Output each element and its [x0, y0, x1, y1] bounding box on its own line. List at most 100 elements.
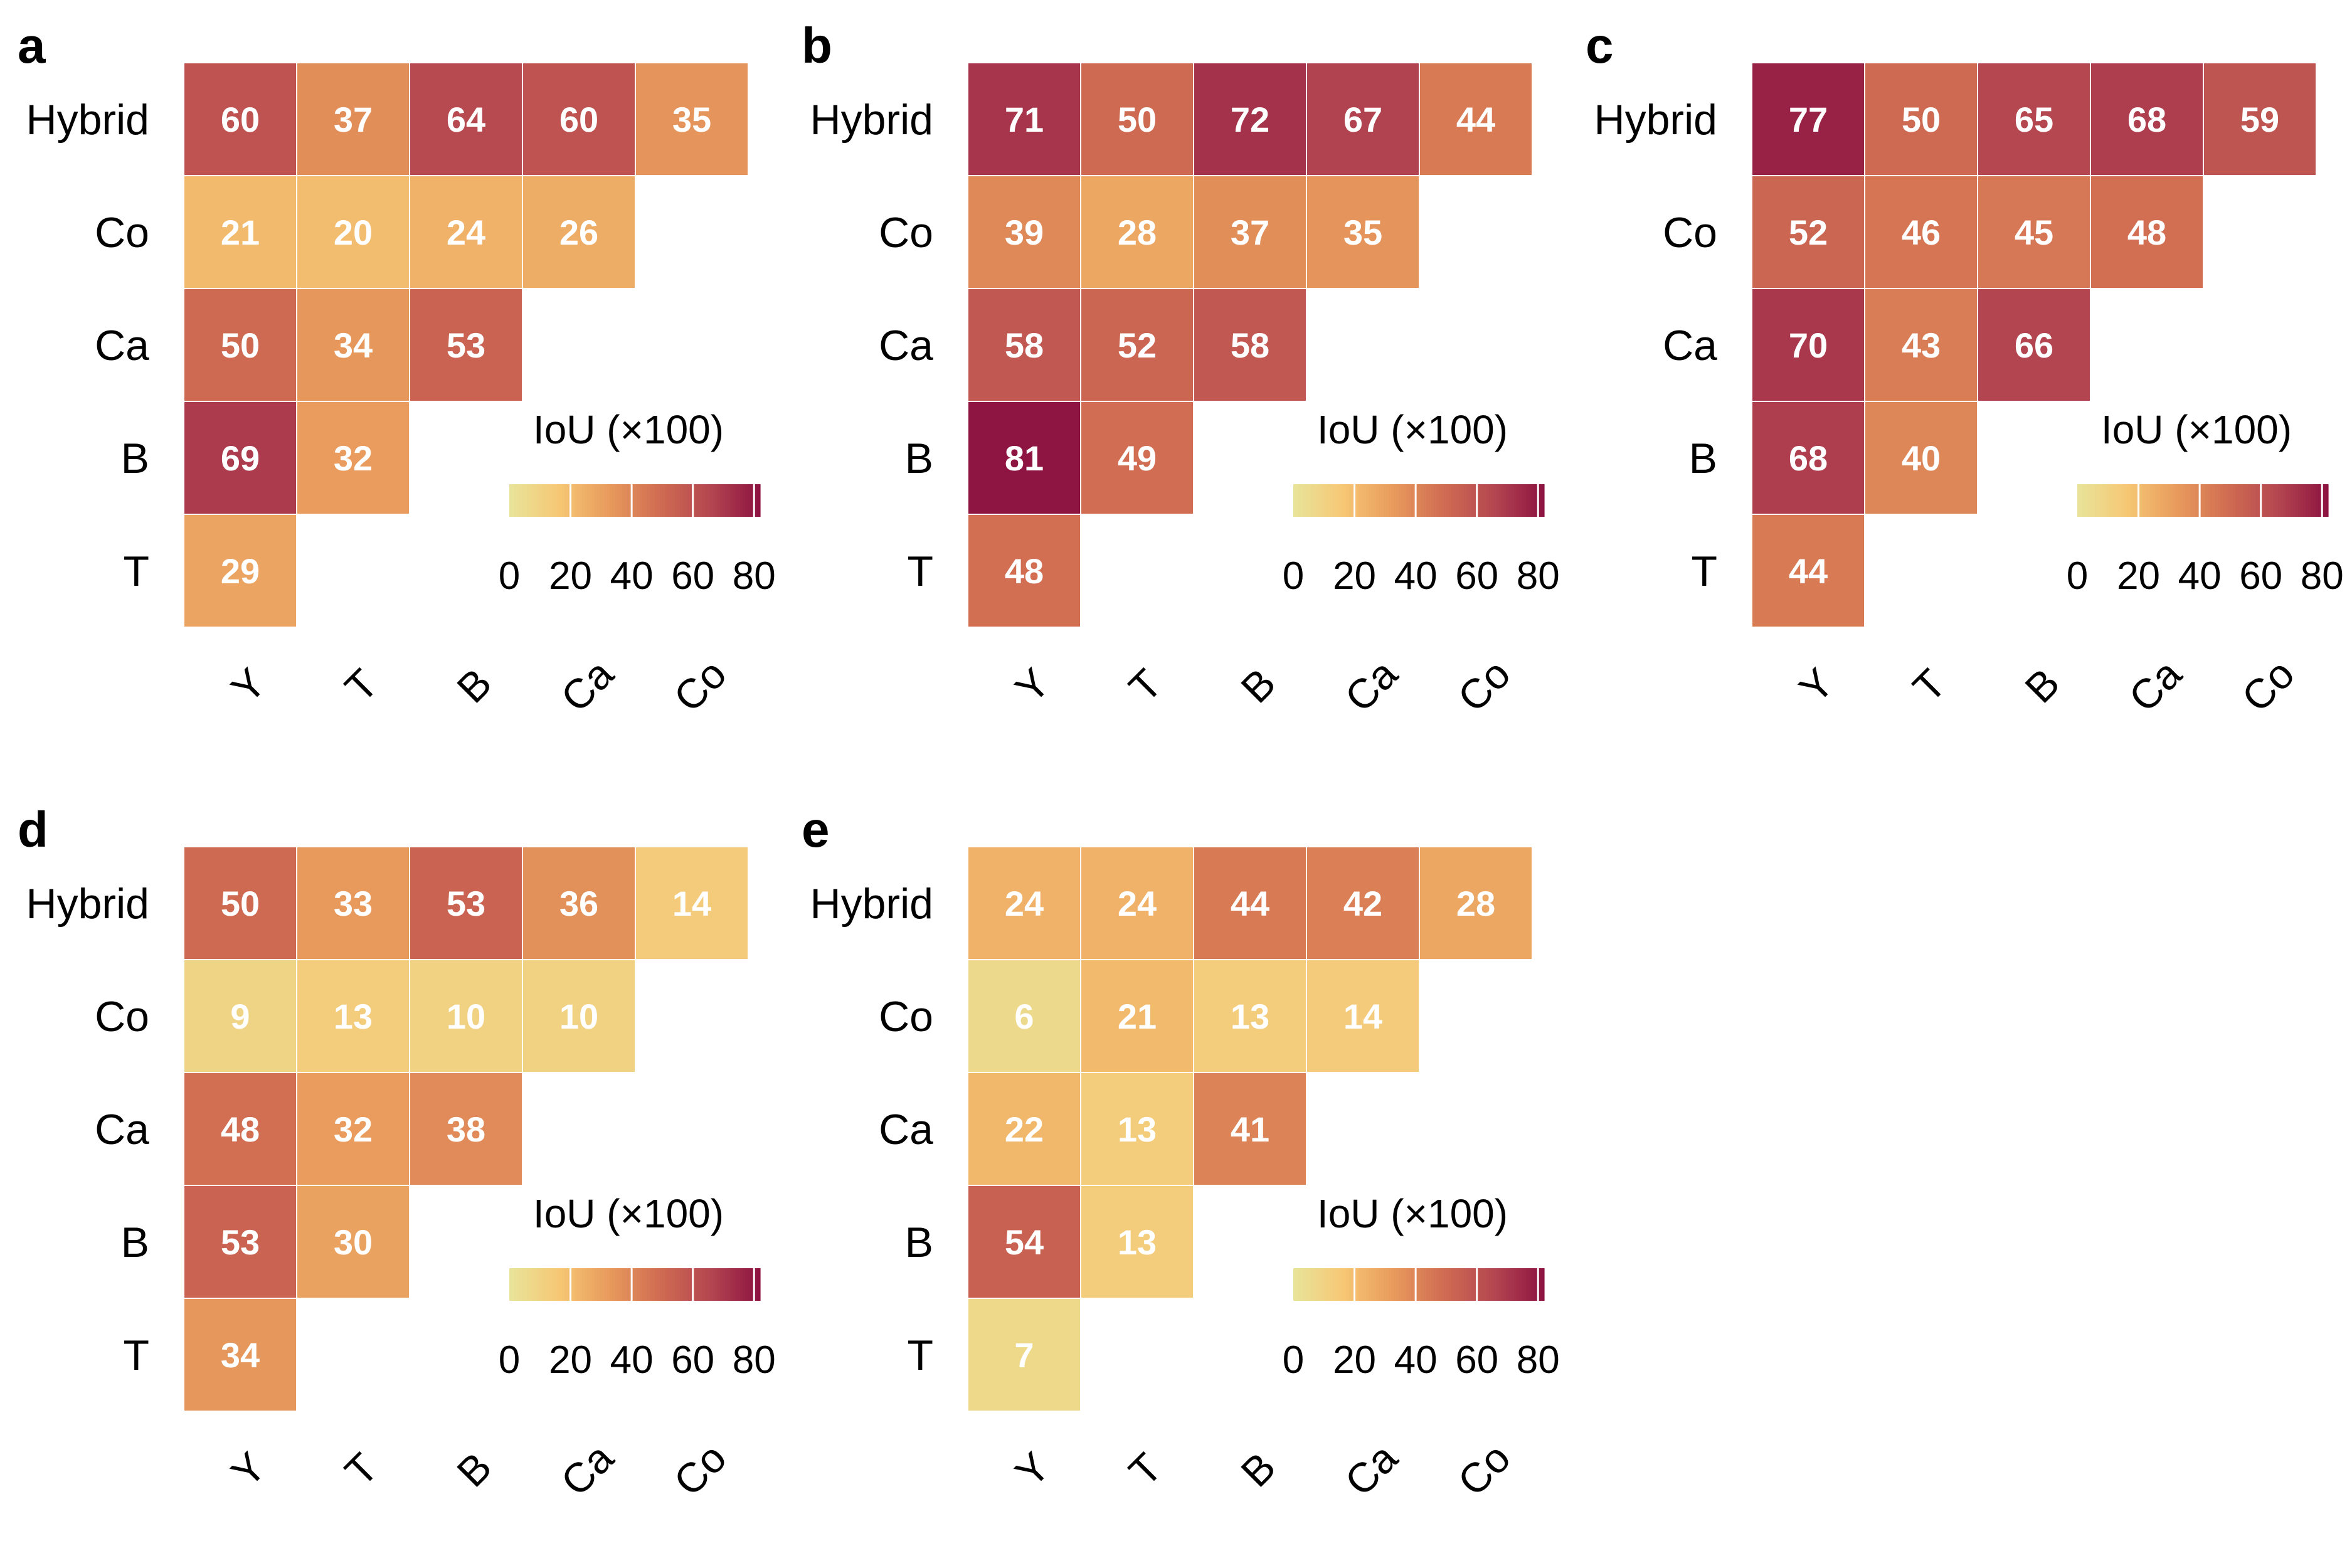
- colorbar-segment: [2306, 484, 2309, 517]
- colorbar-segment: [652, 484, 655, 517]
- colorbar-segment: [697, 484, 701, 517]
- column-label: B: [1232, 659, 1284, 711]
- colorbar-segment: [1451, 484, 1454, 517]
- column-label: Ca: [1336, 650, 1406, 721]
- panel-label: b: [802, 18, 832, 73]
- colorbar-segment: [2296, 484, 2299, 517]
- colorbar-segment: [2245, 484, 2249, 517]
- colorbar-tick-label: 80: [1517, 554, 1560, 598]
- column-label: T: [336, 1444, 386, 1495]
- colorbar-segment: [2228, 484, 2231, 517]
- colorbar-segment: [2148, 484, 2151, 517]
- heatmap-cell: [1080, 846, 1194, 960]
- heatmap-cell: [183, 1072, 297, 1186]
- colorbar-segment: [1341, 484, 1344, 517]
- colorbar-segment: [675, 1268, 678, 1301]
- colorbar-segment: [627, 484, 630, 517]
- colorbar-segment: [1384, 484, 1387, 517]
- colorbar-segment: [635, 1268, 638, 1301]
- cell-value: 28: [1118, 213, 1157, 252]
- colorbar-tick-label: 60: [1455, 554, 1498, 598]
- colorbar-segment: [1416, 484, 1419, 517]
- colorbar-segment: [725, 1268, 728, 1301]
- colorbar-segment: [524, 1268, 527, 1301]
- row-label: T: [123, 1332, 149, 1379]
- colorbar-segment: [1371, 1268, 1374, 1301]
- colorbar-segment: [2090, 484, 2093, 517]
- colorbar-segment: [587, 1268, 590, 1301]
- colorbar-segment: [1386, 484, 1389, 517]
- colorbar-segment: [554, 1268, 558, 1301]
- row-label: Co: [879, 993, 933, 1041]
- colorbar-segment: [665, 1268, 668, 1301]
- colorbar-segment: [1509, 484, 1512, 517]
- cell-value: 65: [2015, 100, 2053, 139]
- cell-value: 45: [2015, 213, 2053, 252]
- colorbar-segment: [514, 1268, 517, 1301]
- colorbar-segment: [2225, 484, 2228, 517]
- colorbar-segment: [1454, 1268, 1457, 1301]
- colorbar-tick-label: 40: [610, 554, 654, 598]
- colorbar-segment: [1486, 484, 1490, 517]
- heatmap-cell: [967, 401, 1081, 515]
- colorbar-tick-label: 0: [2067, 554, 2088, 598]
- colorbar-segment: [1494, 484, 1497, 517]
- cell-value: 34: [221, 1335, 260, 1375]
- heatmap-cell: [967, 959, 1081, 1073]
- colorbar-segment: [2120, 484, 2123, 517]
- cell-value: 6: [1014, 997, 1034, 1036]
- colorbar-segment: [1512, 1268, 1515, 1301]
- heatmap-cell: [1419, 846, 1533, 960]
- colorbar-segment: [1416, 1268, 1419, 1301]
- colorbar-tick-label: 60: [671, 554, 714, 598]
- heatmap-cell: [409, 175, 523, 289]
- cell-value: 34: [334, 326, 373, 365]
- colorbar-segment: [1424, 484, 1427, 517]
- colorbar-segment: [1461, 1268, 1465, 1301]
- row-label: B: [1689, 435, 1717, 482]
- colorbar-segment: [710, 484, 713, 517]
- cell-value: 22: [1005, 1110, 1044, 1149]
- colorbar-segment: [740, 484, 743, 517]
- colorbar-segment: [730, 484, 733, 517]
- colorbar-segment: [1469, 484, 1472, 517]
- colorbar-segment: [1331, 1268, 1334, 1301]
- colorbar-segment: [1321, 484, 1324, 517]
- colorbar-segment: [712, 1268, 716, 1301]
- colorbar-segment: [1451, 1268, 1454, 1301]
- heatmap-panel-a: a 60 37 64 60 35 21 20 24 26 50 34 53 69 32 29 Hybrid Co C…: [18, 18, 776, 721]
- colorbar-segment: [1476, 1268, 1480, 1301]
- cell-value: 58: [1005, 326, 1044, 365]
- colorbar-segment: [1489, 1268, 1492, 1301]
- colorbar-tick-label: 20: [1333, 554, 1376, 598]
- colorbar-segment: [1391, 1268, 1394, 1301]
- colorbar-segment: [1404, 1268, 1407, 1301]
- colorbar-segment: [1434, 484, 1437, 517]
- colorbar-segment: [512, 484, 515, 517]
- colorbar-segment: [1406, 1268, 1409, 1301]
- colorbar-segment: [755, 484, 758, 517]
- colorbar-segment: [2301, 484, 2304, 517]
- heatmap-cell: [1080, 1185, 1194, 1299]
- colorbar-segment: [637, 484, 640, 517]
- colorbar-segment: [1401, 484, 1404, 517]
- heatmap-cell: [296, 1185, 410, 1299]
- colorbar-segment: [680, 1268, 683, 1301]
- colorbar-segment: [1486, 1268, 1490, 1301]
- colorbar-segment: [1502, 484, 1505, 517]
- colorbar-segment: [672, 1268, 675, 1301]
- colorbar-segment: [592, 484, 595, 517]
- colorbar-segment: [2185, 484, 2188, 517]
- heatmap-cell: [1080, 401, 1194, 515]
- colorbar-segment: [1343, 1268, 1347, 1301]
- colorbar-segment: [1514, 1268, 1517, 1301]
- colorbar-segment: [710, 1268, 713, 1301]
- colorbar-segment: [655, 1268, 658, 1301]
- heatmap-cell: [2090, 175, 2204, 289]
- colorbar-segment: [2107, 484, 2111, 517]
- colorbar-segment: [1436, 484, 1439, 517]
- heatmap-cell: [1193, 175, 1307, 289]
- heatmap-cell: [409, 846, 523, 960]
- colorbar-segment: [650, 484, 653, 517]
